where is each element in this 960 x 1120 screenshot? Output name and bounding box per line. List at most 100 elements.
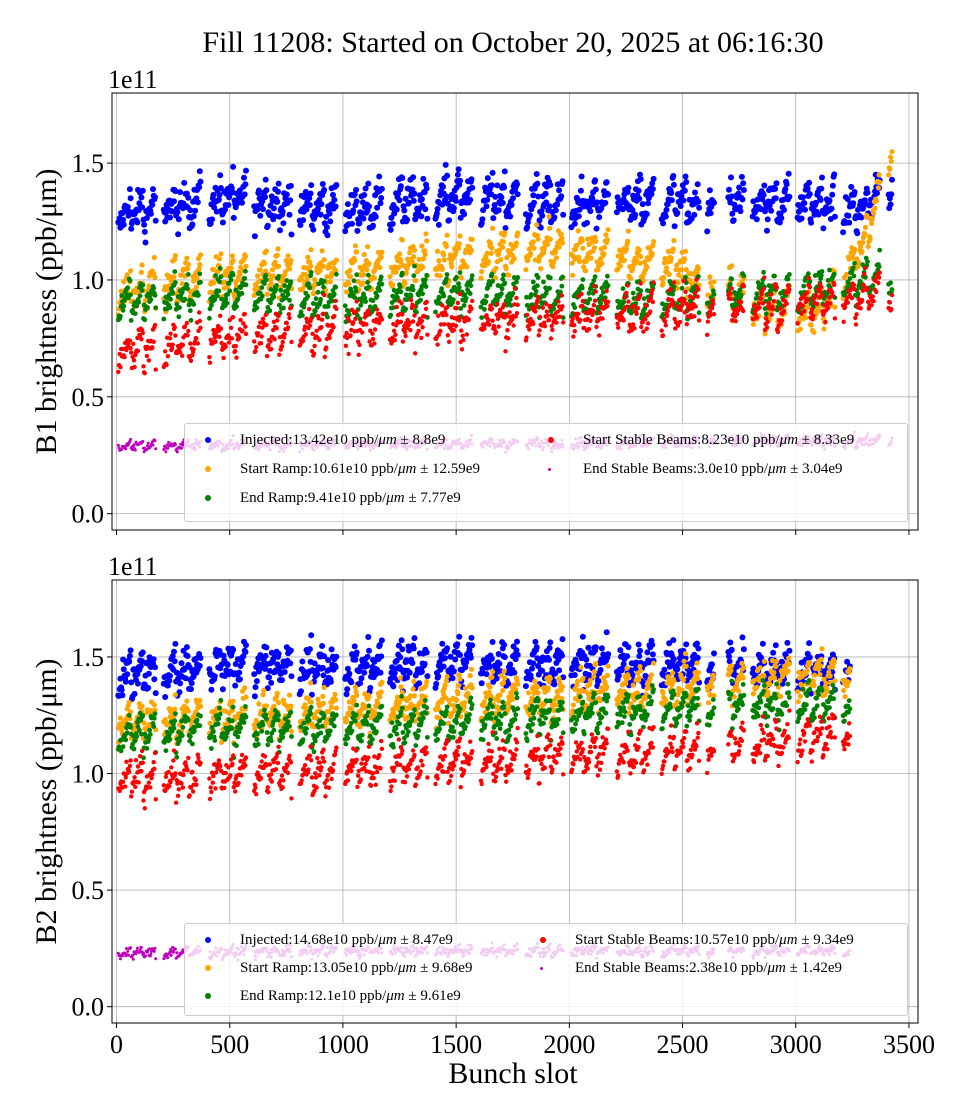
data-point xyxy=(366,284,372,290)
data-point xyxy=(729,210,736,217)
data-point xyxy=(684,322,689,327)
data-point xyxy=(164,362,169,368)
data-point xyxy=(154,447,158,451)
data-point xyxy=(422,206,429,213)
data-point xyxy=(467,196,474,203)
data-point xyxy=(871,298,876,304)
data-point xyxy=(121,279,127,285)
data-point xyxy=(197,318,202,324)
data-point xyxy=(210,191,217,198)
data-point xyxy=(142,317,148,323)
data-point xyxy=(491,202,498,208)
data-point xyxy=(177,305,182,310)
data-point xyxy=(638,281,643,286)
data-point xyxy=(133,448,137,452)
data-point xyxy=(554,201,561,208)
data-point xyxy=(600,316,605,321)
data-point xyxy=(234,355,239,360)
data-point xyxy=(575,213,582,220)
data-point xyxy=(215,196,222,203)
data-point xyxy=(775,329,781,335)
data-point xyxy=(692,314,697,319)
data-point xyxy=(131,358,137,363)
data-point xyxy=(514,295,519,301)
data-point xyxy=(376,173,383,180)
data-point xyxy=(555,309,560,314)
data-point xyxy=(151,270,157,277)
data-point xyxy=(394,304,399,310)
data-point xyxy=(638,254,644,260)
data-point xyxy=(546,203,553,210)
data-point xyxy=(317,211,324,218)
data-point xyxy=(333,298,338,304)
data-point xyxy=(695,294,700,299)
y-axis-label: B2 brightness (ppb/μm) xyxy=(30,658,63,944)
data-point xyxy=(370,336,376,342)
data-point xyxy=(304,276,310,282)
data-point xyxy=(262,281,267,286)
data-point xyxy=(327,218,334,225)
data-point xyxy=(151,339,156,344)
data-point xyxy=(352,295,358,300)
data-point xyxy=(817,197,824,203)
data-point xyxy=(865,259,870,264)
data-point xyxy=(321,186,328,193)
data-point xyxy=(489,169,496,176)
data-point xyxy=(271,319,277,324)
data-point xyxy=(579,285,585,291)
data-point xyxy=(268,287,274,292)
data-point xyxy=(751,317,756,322)
data-point xyxy=(508,303,514,308)
data-point xyxy=(641,329,646,334)
data-point xyxy=(736,307,741,313)
data-point xyxy=(687,302,692,308)
data-point xyxy=(558,231,564,237)
data-point xyxy=(288,279,294,285)
data-point xyxy=(859,298,865,303)
data-point xyxy=(125,285,131,291)
data-point xyxy=(888,154,894,160)
data-point xyxy=(483,203,490,210)
data-point xyxy=(501,302,507,307)
data-point xyxy=(424,272,430,278)
data-point xyxy=(499,291,504,297)
data-point xyxy=(876,275,882,280)
data-point xyxy=(528,251,534,257)
data-point xyxy=(597,310,603,316)
x-tick-label: 1500 xyxy=(430,1030,482,1059)
data-point xyxy=(536,217,543,224)
data-point xyxy=(493,265,499,271)
data-point xyxy=(222,206,228,213)
data-point xyxy=(547,275,553,281)
data-point xyxy=(534,180,541,187)
data-point xyxy=(456,245,462,251)
data-point xyxy=(190,213,197,220)
data-point xyxy=(198,279,203,285)
data-point xyxy=(559,178,566,185)
data-point xyxy=(207,315,212,321)
data-point xyxy=(377,288,383,293)
data-point xyxy=(346,281,352,287)
data-point xyxy=(358,302,364,308)
data-point xyxy=(162,448,166,451)
data-point xyxy=(624,290,629,296)
data-point xyxy=(468,176,475,183)
data-point xyxy=(502,230,508,236)
data-point xyxy=(129,350,134,355)
data-point xyxy=(378,274,384,280)
data-point xyxy=(344,686,351,693)
data-point xyxy=(444,312,449,318)
data-point xyxy=(628,310,634,316)
data-point xyxy=(759,292,764,297)
data-point xyxy=(551,214,558,221)
data-point xyxy=(330,288,336,293)
data-point xyxy=(831,171,838,178)
data-point xyxy=(843,271,850,277)
data-point xyxy=(420,175,427,182)
data-point xyxy=(692,189,698,196)
data-point xyxy=(490,215,497,222)
data-point xyxy=(218,313,223,318)
data-point xyxy=(514,181,520,188)
data-point xyxy=(356,220,363,227)
data-point xyxy=(370,222,376,229)
